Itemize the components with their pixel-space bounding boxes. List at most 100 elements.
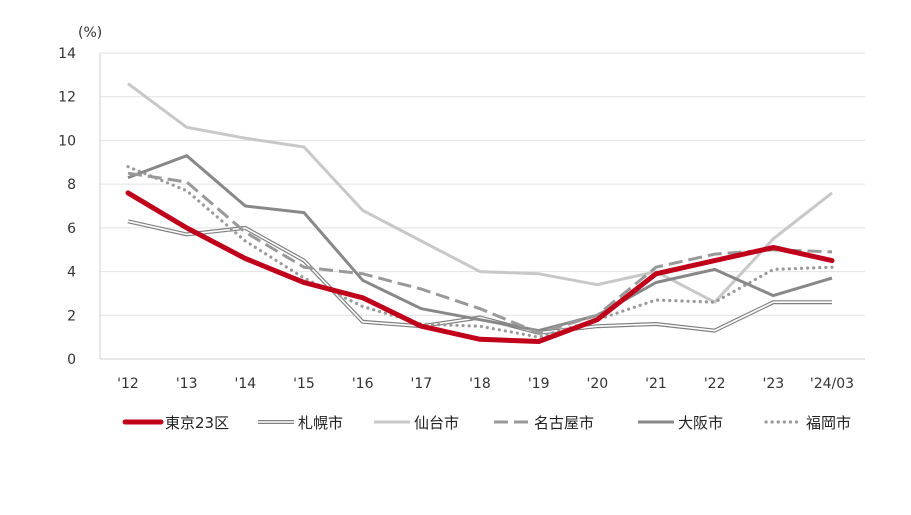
gridlines [100,52,865,316]
x-tick-label: '13 [176,376,198,392]
data-point [831,267,832,268]
series-line [127,171,833,335]
data-point [303,146,304,147]
data-point [421,326,422,327]
legend-label: 東京23区 [165,414,229,432]
data-point [538,341,539,342]
data-point [714,254,715,255]
series-line-outer [127,219,832,335]
x-tick-label: '22 [704,376,726,392]
data-point [362,273,363,274]
data-point [597,284,598,285]
data-point [245,138,246,139]
legend-item: 札幌市 [258,414,343,432]
data-point [479,308,480,309]
data-point [362,297,363,298]
series-3 [127,82,833,304]
x-tick-label: '18 [469,376,491,392]
data-point [362,321,363,322]
data-point [303,278,304,279]
x-tick-label: '19 [528,376,550,392]
legend-item: 大阪市 [638,414,723,432]
data-point [362,280,363,281]
series-line [125,190,835,344]
data-point [773,295,774,296]
data-point [773,269,774,270]
y-tick-label: 6 [67,221,76,237]
data-point [303,282,304,283]
legend-item: 東京23区 [122,414,229,432]
x-tick-label: '23 [762,376,784,392]
legend: 東京23区 札幌市 仙台市 名古屋市 大阪市 福岡市 [122,414,851,432]
series-line-inner [127,220,832,334]
y-tick-label: 12 [58,90,76,106]
series-line [127,154,833,333]
data-point [831,278,832,279]
data-point [538,332,539,333]
data-point [773,302,774,303]
data-point [127,177,128,178]
data-point [127,173,128,174]
data-point [186,190,187,191]
data-point [186,234,187,235]
data-point [303,267,304,268]
data-point [127,192,128,193]
data-point [714,260,715,261]
x-tick-label: '24/03 [810,376,854,392]
data-point [303,260,304,261]
data-point [714,302,715,303]
data-point [479,319,480,320]
data-point [714,330,715,331]
data-point [479,339,480,340]
data-point [597,319,598,320]
x-tick-label: '12 [117,376,139,392]
data-point [245,205,246,206]
series-line [126,165,834,339]
data-point [421,289,422,290]
legend-label: 大阪市 [678,414,723,432]
series-lines [125,82,835,344]
data-point [538,337,539,338]
series-line [127,82,833,304]
data-point [186,227,187,228]
data-point [245,258,246,259]
legend-label: 名古屋市 [534,414,594,432]
y-tick-label: 0 [67,352,76,368]
y-tick-label: 14 [58,46,76,62]
data-point [597,315,598,316]
data-point [655,273,656,274]
data-point [362,210,363,211]
data-point [479,326,480,327]
legend-item: 福岡市 [764,414,851,432]
data-point [186,181,187,182]
y-tick-label: 10 [58,133,76,149]
data-point [831,260,832,261]
data-point [655,282,656,283]
data-point [714,269,715,270]
data-point [127,221,128,222]
x-tick-label: '21 [645,376,667,392]
x-axis: '12 '13 '14 '15 '16 '17 '18 '19 '20 '21 '22 '23 '24/… [100,358,865,392]
y-tick-label: 4 [67,265,76,281]
series-5 [127,154,833,333]
legend-label: 福岡市 [806,414,851,432]
data-point [186,155,187,156]
x-tick-label: '15 [293,376,315,392]
data-point [421,308,422,309]
x-tick-label: '16 [352,376,374,392]
data-point [831,192,832,193]
series-6 [126,165,834,339]
legend-item: 名古屋市 [494,414,594,432]
y-axis: 0 2 4 6 8 10 12 14 [58,46,101,368]
data-point [655,323,656,324]
x-tick-label: '14 [234,376,256,392]
series-2 [127,219,832,335]
legend-label: 仙台市 [414,414,459,432]
data-point [479,317,480,318]
x-tick-label: '20 [586,376,608,392]
data-point [245,227,246,228]
y-tick-label: 2 [67,308,76,324]
data-point [186,127,187,128]
legend-item: 仙台市 [374,414,459,432]
